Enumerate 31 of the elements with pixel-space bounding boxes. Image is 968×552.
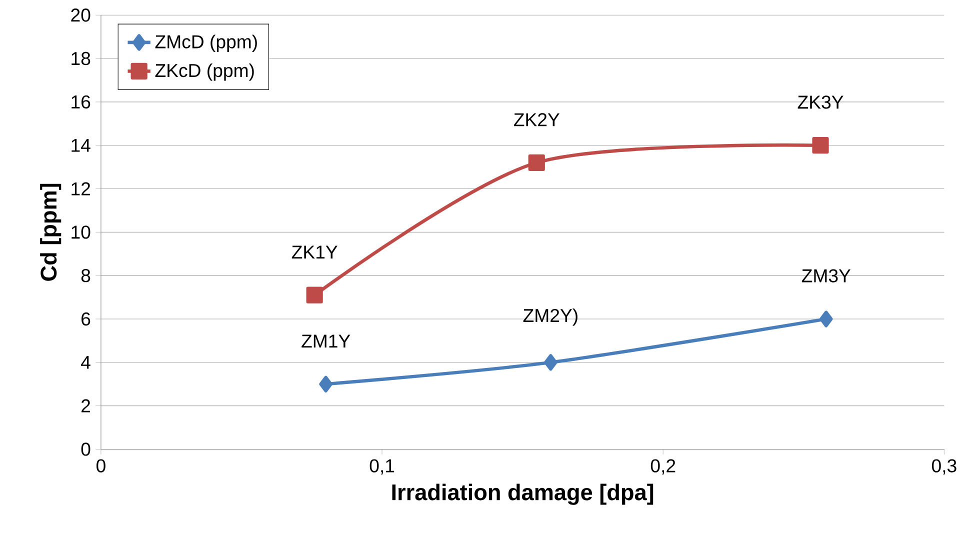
x-tick-label: 0,2 (650, 459, 676, 475)
point (544, 354, 558, 371)
annotation: ZM3Y (802, 269, 851, 282)
x-axis-title: Irradiation damage [dpa] (392, 484, 654, 505)
y-tick-label: 0 (81, 442, 90, 456)
y-tick-label: 16 (72, 95, 90, 109)
annotation: ZM2Y) (523, 308, 578, 326)
y-tick-label: 10 (72, 226, 90, 239)
y-tick-label: 14 (72, 138, 90, 152)
legend-label: ZKcD (ppm) (155, 63, 254, 81)
y-tick-label: 2 (82, 399, 90, 412)
annotation: ZK1Y (292, 246, 338, 258)
y-tick-label: 18 (72, 52, 90, 66)
y-tick-label: 20 (71, 8, 90, 22)
x-tick-label: 0,3 (932, 459, 956, 475)
y-tick-label: 6 (82, 312, 90, 326)
point (819, 310, 833, 328)
y-tick-label: 8 (81, 268, 90, 282)
x-tick-label: 0,1 (370, 459, 394, 475)
annotation: ZK3Y (798, 96, 844, 109)
y-tick-label: 12 (72, 182, 90, 196)
annotation: ZK2Y (514, 113, 560, 126)
legend-label: ZMcD (ppm) (155, 34, 257, 52)
point (528, 154, 545, 171)
point (319, 376, 332, 392)
y-tick-label: 4 (81, 356, 90, 369)
point (306, 286, 323, 304)
x-tick-label: 0 (96, 459, 106, 472)
y-axis-title: Cd [ppm] (40, 184, 62, 281)
annotation: ZM1Y (302, 334, 350, 348)
point (812, 137, 829, 154)
